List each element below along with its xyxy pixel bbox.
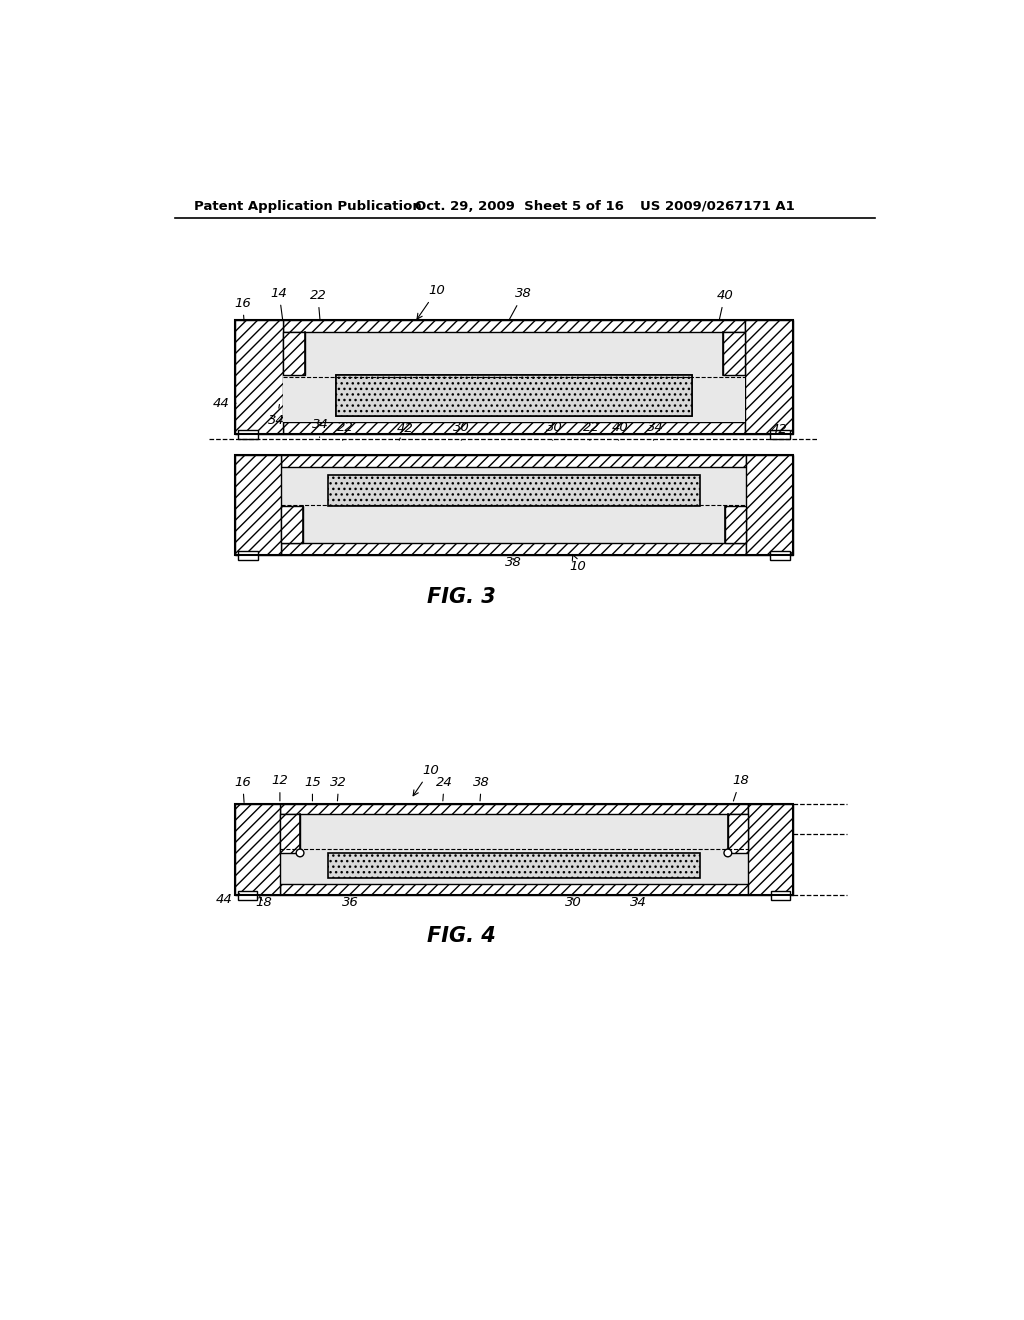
Text: 10: 10 bbox=[569, 554, 586, 573]
Text: US 2009/0267171 A1: US 2009/0267171 A1 bbox=[640, 199, 795, 213]
Text: FIG. 4: FIG. 4 bbox=[427, 927, 496, 946]
Bar bbox=[234, 455, 282, 554]
Text: 30: 30 bbox=[453, 421, 470, 441]
Text: 34: 34 bbox=[630, 896, 646, 909]
Bar bbox=[328, 853, 700, 878]
Text: 42: 42 bbox=[771, 422, 787, 436]
Text: 18: 18 bbox=[255, 896, 272, 909]
Bar bbox=[280, 804, 748, 814]
Bar bbox=[744, 321, 793, 434]
Text: Patent Application Publication: Patent Application Publication bbox=[194, 199, 422, 213]
Text: 32: 32 bbox=[331, 776, 347, 801]
Text: 10: 10 bbox=[417, 284, 444, 319]
Bar bbox=[770, 430, 790, 440]
Text: Oct. 29, 2009  Sheet 5 of 16: Oct. 29, 2009 Sheet 5 of 16 bbox=[415, 199, 624, 213]
Bar bbox=[282, 467, 746, 543]
Bar bbox=[238, 430, 258, 440]
Circle shape bbox=[296, 849, 304, 857]
Bar bbox=[728, 814, 748, 853]
Text: 44: 44 bbox=[216, 894, 240, 907]
Text: 36: 36 bbox=[342, 896, 358, 909]
Bar bbox=[234, 804, 793, 895]
Bar bbox=[336, 375, 692, 416]
Bar bbox=[234, 455, 793, 554]
Bar bbox=[748, 804, 793, 895]
Bar bbox=[771, 891, 790, 900]
Text: 30: 30 bbox=[565, 896, 582, 909]
Bar bbox=[746, 455, 793, 554]
Bar bbox=[282, 506, 303, 543]
Text: 44: 44 bbox=[213, 397, 237, 409]
Bar bbox=[725, 506, 746, 543]
Text: 22: 22 bbox=[337, 421, 353, 441]
Bar bbox=[234, 321, 793, 434]
Bar bbox=[282, 455, 746, 467]
Bar bbox=[282, 543, 746, 554]
Text: 34: 34 bbox=[268, 404, 285, 426]
Text: 38: 38 bbox=[473, 776, 489, 801]
Bar bbox=[723, 333, 744, 375]
Bar bbox=[234, 321, 793, 434]
Bar bbox=[238, 552, 258, 560]
Bar bbox=[770, 552, 790, 560]
Bar bbox=[280, 814, 748, 884]
Bar bbox=[238, 891, 257, 900]
Text: 14: 14 bbox=[270, 286, 288, 319]
Text: 10: 10 bbox=[413, 764, 438, 796]
Bar bbox=[283, 375, 744, 422]
Text: 38: 38 bbox=[509, 288, 531, 319]
Text: 38: 38 bbox=[505, 556, 521, 569]
Bar bbox=[280, 884, 748, 895]
Bar bbox=[283, 422, 744, 434]
Text: 30: 30 bbox=[546, 421, 562, 441]
Bar bbox=[336, 375, 692, 416]
Text: 34: 34 bbox=[312, 418, 329, 437]
Text: 24: 24 bbox=[436, 776, 453, 801]
Text: 15: 15 bbox=[304, 776, 321, 801]
Text: 18: 18 bbox=[732, 774, 749, 801]
Text: 22: 22 bbox=[309, 289, 327, 319]
Bar bbox=[283, 333, 305, 375]
Text: 42: 42 bbox=[396, 422, 413, 441]
Bar bbox=[234, 804, 793, 895]
Bar bbox=[283, 333, 744, 422]
Bar bbox=[234, 804, 280, 895]
Text: 16: 16 bbox=[234, 297, 251, 321]
Bar bbox=[283, 321, 744, 333]
Text: 34: 34 bbox=[646, 421, 664, 441]
Bar bbox=[280, 814, 300, 853]
Bar bbox=[328, 475, 700, 506]
Text: 40: 40 bbox=[717, 289, 733, 321]
Bar bbox=[234, 321, 283, 434]
Text: 12: 12 bbox=[271, 774, 289, 801]
Circle shape bbox=[724, 849, 732, 857]
Text: 40: 40 bbox=[611, 421, 629, 441]
Bar bbox=[234, 455, 793, 554]
Text: FIG. 3: FIG. 3 bbox=[427, 587, 496, 607]
Text: 22: 22 bbox=[583, 421, 600, 441]
Text: 16: 16 bbox=[234, 776, 251, 803]
